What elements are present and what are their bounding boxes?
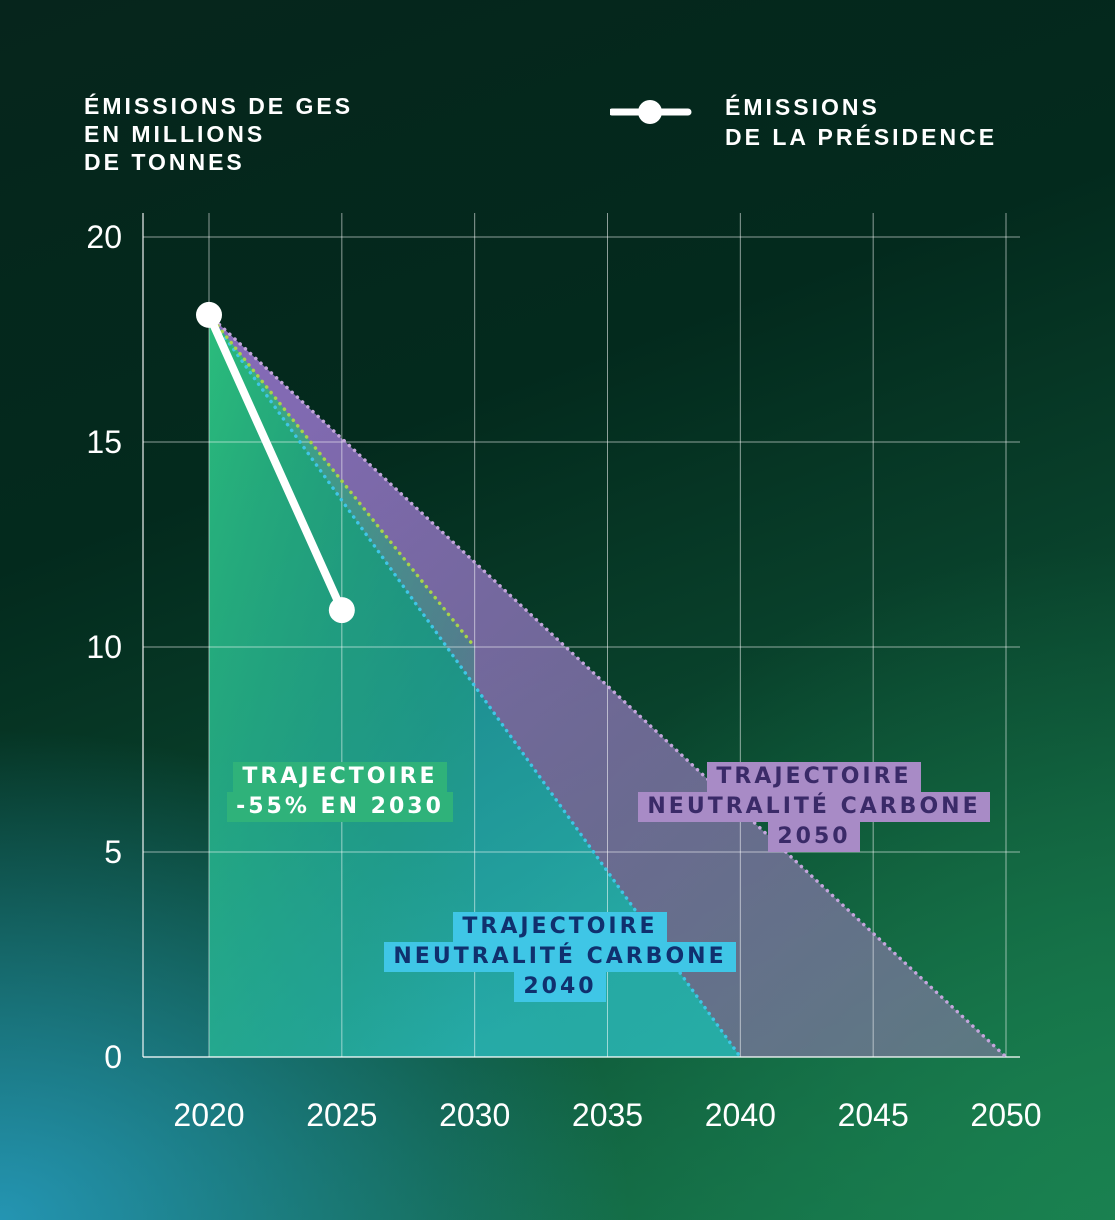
annotation-trajectoire-55-line-2: -55% EN 2030 [227, 792, 453, 822]
legend-label-line-2: DE LA PRÉSIDENCE [725, 124, 998, 150]
annotation-trajectoire-55: TRAJECTOIRE -55% EN 2030 [222, 762, 458, 822]
x-tick-label: 2035 [572, 1097, 643, 1133]
annotation-trajectoire-2040-line-1: TRAJECTOIRE [453, 912, 667, 942]
presidency-emissions-point [328, 597, 355, 624]
annotation-trajectoire-2040-line-2: NEUTRALITÉ CARBONE [384, 942, 736, 972]
annotation-trajectoire-2050-line-2: NEUTRALITÉ CARBONE [638, 792, 990, 822]
legend: ÉMISSIONS DE LA PRÉSIDENCE [610, 92, 1050, 152]
x-tick-label: 2045 [838, 1097, 909, 1133]
y-axis-title-line-2: EN MILLIONS [84, 121, 266, 147]
presidency-emissions-point [196, 301, 222, 328]
x-tick-label: 2050 [970, 1097, 1041, 1133]
annotation-trajectoire-2050-line-1: TRAJECTOIRE [707, 762, 921, 792]
trajectory-2050-line [207, 313, 1008, 1059]
legend-label: ÉMISSIONS DE LA PRÉSIDENCE [725, 92, 997, 152]
y-axis-title-line-1: ÉMISSIONS DE GES [84, 93, 354, 119]
annotation-trajectoire-2050: TRAJECTOIRE NEUTRALITÉ CARBONE 2050 [600, 762, 1028, 852]
y-tick-label: 0 [104, 1039, 122, 1075]
legend-label-line-1: ÉMISSIONS [725, 94, 880, 120]
annotation-trajectoire-2050-line-3: 2050 [768, 822, 860, 852]
x-tick-label: 2030 [439, 1097, 510, 1133]
y-tick-label: 10 [86, 629, 122, 665]
y-tick-label: 5 [104, 834, 122, 870]
x-tick-label: 2040 [705, 1097, 776, 1133]
annotation-trajectoire-2040: TRAJECTOIRE NEUTRALITÉ CARBONE 2040 [346, 912, 774, 1002]
x-tick-label: 2020 [173, 1097, 244, 1133]
y-axis-title: ÉMISSIONS DE GES EN MILLIONS DE TONNES [84, 92, 353, 176]
y-tick-label: 15 [86, 424, 122, 460]
annotation-trajectoire-55-line-1: TRAJECTOIRE [233, 762, 447, 792]
y-axis-title-line-3: DE TONNES [84, 149, 245, 175]
annotation-trajectoire-2040-line-3: 2040 [514, 972, 606, 1002]
trajectory-2030-line [207, 313, 477, 649]
x-tick-label: 2025 [306, 1097, 377, 1133]
y-tick-label: 20 [86, 219, 122, 255]
presidency-emissions-line [205, 310, 346, 615]
legend-line-marker-icon [610, 100, 692, 124]
